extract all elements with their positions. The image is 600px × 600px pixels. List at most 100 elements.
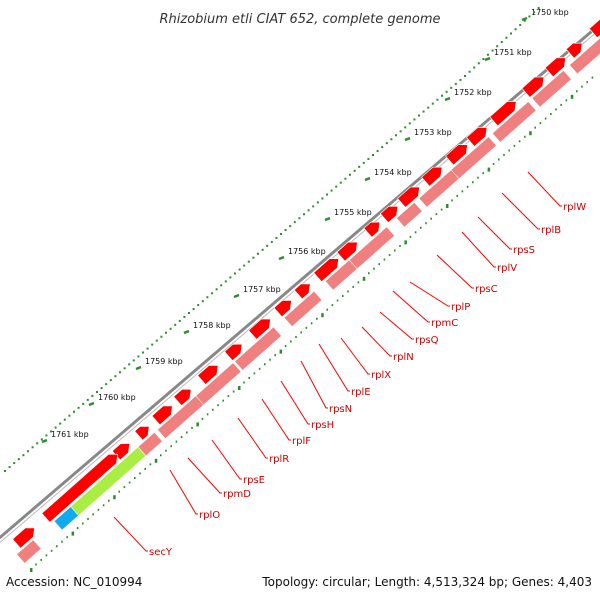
gene-label-leader <box>261 398 291 441</box>
minor-tick <box>50 430 52 433</box>
inner-track-tick <box>264 363 266 366</box>
major-tick <box>364 176 371 182</box>
minor-tick <box>119 371 121 374</box>
inner-track-tick <box>206 413 209 416</box>
inner-track-tick <box>456 194 458 197</box>
gene-glyph <box>445 144 468 166</box>
gene-glyph <box>234 326 282 371</box>
gene-glyph <box>273 300 292 318</box>
gene-label-rplE: rplE <box>351 387 371 398</box>
accession-text: Accession: NC_010994 <box>6 575 142 589</box>
gene-glyph <box>489 101 517 127</box>
minor-tick <box>399 130 402 133</box>
minor-tick <box>238 268 241 271</box>
inner-track-tick <box>97 508 100 511</box>
tick-label: 1750 kbp <box>531 8 569 17</box>
inner-track-tick <box>321 313 324 318</box>
tick-label: 1760 kbp <box>98 393 136 402</box>
minor-tick <box>234 272 236 275</box>
gene-glyph <box>41 453 119 523</box>
inner-track-tick <box>591 76 594 79</box>
gene-glyph <box>491 101 537 143</box>
minor-tick <box>482 58 485 60</box>
inner-track-tick <box>472 181 474 184</box>
gene-glyph <box>195 362 242 406</box>
major-tick <box>521 16 528 22</box>
backbone-inner <box>0 28 600 544</box>
minor-tick <box>4 470 6 472</box>
major-tick <box>183 329 190 335</box>
minor-tick <box>427 106 430 109</box>
inner-track-tick <box>425 222 427 225</box>
inner-track-tick <box>30 568 33 572</box>
minor-tick <box>169 327 172 330</box>
gene-glyph <box>248 318 271 340</box>
inner-track-tick <box>113 495 116 500</box>
major-tick <box>233 293 240 299</box>
minor-tick <box>289 225 292 228</box>
minor-tick <box>404 126 407 129</box>
major-tick <box>278 255 285 261</box>
tick-label: 1755 kbp <box>334 208 372 217</box>
inner-track-tick <box>196 422 199 427</box>
gene-label-leader <box>436 254 474 289</box>
minor-tick <box>362 161 365 164</box>
inner-track-tick <box>274 354 276 357</box>
minor-tick <box>477 62 480 65</box>
minor-tick <box>68 414 71 417</box>
minor-tick <box>96 391 98 393</box>
minor-tick <box>408 122 411 125</box>
gene-label-leader <box>379 311 414 340</box>
minor-tick <box>385 142 388 145</box>
gene-label-leader <box>392 290 430 323</box>
inner-track-tick <box>331 304 334 307</box>
inner-track-tick <box>305 326 308 329</box>
tick-label: 1753 kbp <box>414 128 452 137</box>
inner-track-tick <box>368 272 370 275</box>
minor-tick <box>372 154 374 156</box>
inner-track-tick <box>191 426 193 429</box>
inner-track-tick <box>269 358 271 361</box>
inner-track-tick <box>399 244 401 247</box>
minor-tick <box>100 387 103 390</box>
gene-label-leader <box>211 439 242 480</box>
minor-tick <box>270 240 273 243</box>
inner-track-tick <box>102 504 105 507</box>
inner-track-tick <box>144 467 146 470</box>
inner-track-tick <box>534 126 536 129</box>
minor-tick <box>523 19 526 22</box>
gene-glyph <box>565 42 583 59</box>
inner-track-tick <box>508 149 510 152</box>
tick-label: 1751 kbp <box>494 48 532 57</box>
gene-glyph <box>134 426 150 441</box>
inner-track-tick <box>35 563 37 566</box>
minor-tick <box>330 189 333 192</box>
gene-label-leader <box>461 231 496 268</box>
gene-label-leader <box>409 281 450 307</box>
inner-track-tick <box>212 408 214 411</box>
minor-tick <box>13 462 16 465</box>
inner-track-tick <box>66 536 68 539</box>
minor-tick <box>146 347 149 350</box>
gene-glyph <box>336 241 358 262</box>
minor-tick <box>450 86 453 89</box>
gene-label-rplB: rplB <box>541 225 561 236</box>
inner-track-tick <box>227 395 230 398</box>
minor-tick <box>174 323 177 326</box>
minor-tick <box>316 201 319 204</box>
minor-tick <box>413 118 416 121</box>
tick-label: 1754 kbp <box>374 168 412 177</box>
minor-tick <box>339 181 342 184</box>
tick-label: 1756 kbp <box>288 247 326 256</box>
minor-tick <box>31 446 34 449</box>
tick-label: 1752 kbp <box>454 88 492 97</box>
minor-tick <box>63 418 66 421</box>
inner-track-tick <box>45 554 48 557</box>
minor-tick <box>27 450 29 453</box>
gene-glyph <box>363 221 381 238</box>
minor-tick <box>431 102 434 105</box>
minor-tick <box>59 422 62 425</box>
minor-tick <box>533 11 535 14</box>
minor-tick <box>224 280 227 283</box>
inner-track-tick <box>243 381 245 384</box>
